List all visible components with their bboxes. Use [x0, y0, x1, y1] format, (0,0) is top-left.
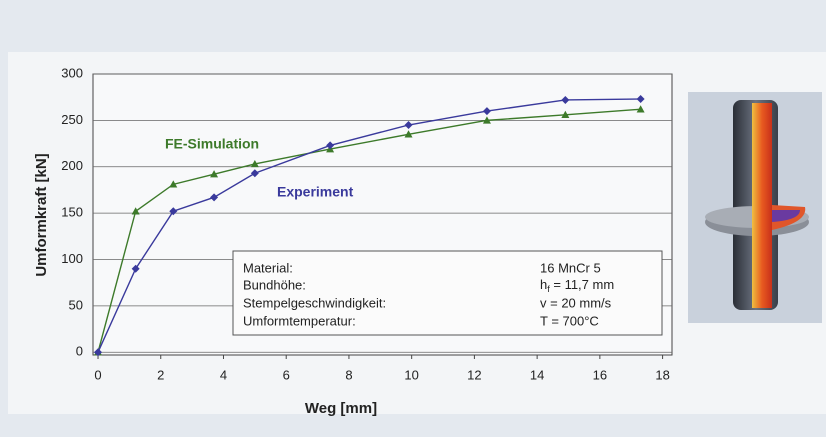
x-tick-label: 10 [404, 367, 418, 382]
y-axis-title: Umformkraft [kN] [33, 153, 50, 276]
x-tick-label: 0 [94, 367, 101, 382]
part-image [688, 92, 822, 323]
y-tick-label: 200 [61, 158, 83, 173]
x-tick-label: 2 [157, 367, 164, 382]
info-value-part: = 11,7 mm [550, 277, 614, 292]
x-tick-label: 12 [467, 367, 481, 382]
x-tick-label: 18 [655, 367, 669, 382]
y-tick-label: 250 [61, 112, 83, 127]
info-label: Umformtemperatur: [243, 313, 356, 328]
info-value-part: h [540, 277, 547, 292]
y-tick-label: 100 [61, 251, 83, 266]
y-tick-label: 150 [61, 205, 83, 220]
info-label: Stempelgeschwindigkeit: [243, 295, 386, 310]
series-label: FE-Simulation [165, 136, 259, 152]
y-tick-label: 50 [69, 297, 83, 312]
info-label: Bundhöhe: [243, 277, 306, 292]
x-tick-label: 6 [283, 367, 290, 382]
section [752, 103, 772, 308]
info-label: Material: [243, 260, 293, 275]
x-axis-title: Weg [mm] [305, 400, 377, 417]
info-value: T = 700°C [540, 313, 599, 328]
x-tick-label: 14 [530, 367, 544, 382]
info-value: hf = 11,7 mm [540, 277, 614, 294]
info-value: 16 MnCr 5 [540, 260, 601, 275]
chart: 0 50 100 150 200 250 300 0 2 4 6 8 10 12 14 16 18 Weg [m… [0, 0, 826, 437]
x-tick-label: 8 [345, 367, 352, 382]
x-tick-label: 4 [220, 367, 227, 382]
y-tick-label: 0 [76, 344, 83, 359]
info-value: v = 20 mm/s [540, 295, 612, 310]
y-tick-label: 300 [61, 65, 83, 80]
series-label: Experiment [277, 184, 354, 200]
x-tick-label: 16 [593, 367, 607, 382]
